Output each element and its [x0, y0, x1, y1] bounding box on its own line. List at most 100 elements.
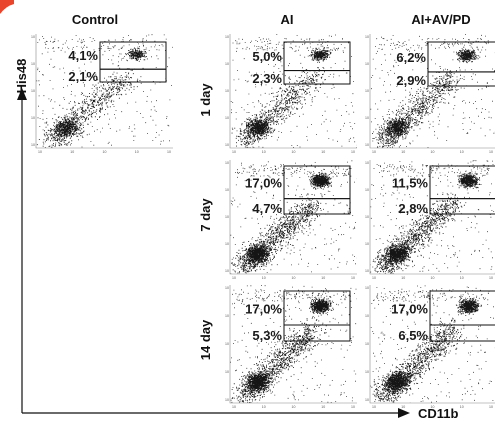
upper-gate-percentage: 17,0% [245, 302, 282, 317]
y-tick-label: 10 [365, 242, 369, 246]
x-tick-label: 10 [262, 276, 266, 280]
y-tick-label: 10 [225, 242, 229, 246]
y-tick-label: 10 [225, 161, 229, 165]
y-tick-label: 10 [365, 370, 369, 374]
x-tick-label: 10 [460, 405, 464, 409]
y-tick-label: 10 [225, 143, 229, 147]
lower-gate-percentage: 2,9% [396, 73, 426, 88]
x-tick-label: 10 [431, 276, 435, 280]
x-tick-label: 10 [460, 150, 464, 154]
x-tick-label: 10 [232, 150, 236, 154]
y-tick-label: 10 [365, 161, 369, 165]
column-title-ai-av-pd: AI+AV/PD [411, 12, 470, 27]
y-tick-label: 10 [365, 188, 369, 192]
x-axis-label: CD11b [418, 406, 459, 421]
upper-gate-percentage: 6,2% [396, 50, 426, 65]
scatter-points [370, 160, 495, 274]
x-tick-label: 10 [232, 405, 236, 409]
upper-gate-percentage: 5,0% [252, 49, 282, 64]
y-tick-label: 10 [225, 269, 229, 273]
y-tick-label: 10 [31, 35, 35, 39]
panel-axes [369, 285, 495, 404]
y-tick-label: 10 [225, 116, 229, 120]
x-tick-label: 10 [262, 150, 266, 154]
x-tick-label: 10 [401, 150, 405, 154]
lower-gate-percentage: 2,1% [68, 69, 98, 84]
x-axis-arrow [22, 408, 410, 418]
row-label-day1: 1 day [198, 83, 213, 117]
lower-gate-percentage: 2,3% [252, 71, 282, 86]
x-tick-label: 10 [70, 150, 74, 154]
upper-gate-percentage: 17,0% [391, 302, 428, 317]
lower-gate-percentage: 6,5% [398, 328, 428, 343]
y-tick-label: 10 [365, 35, 369, 39]
y-tick-label: 10 [365, 116, 369, 120]
x-tick-label: 10 [401, 405, 405, 409]
x-tick-label: 10 [372, 405, 376, 409]
y-tick-label: 10 [225, 286, 229, 290]
upper-gate-percentage: 17,0% [245, 176, 282, 191]
y-tick-label: 10 [365, 269, 369, 273]
y-tick-label: 10 [365, 62, 369, 66]
panel-axes [35, 34, 173, 149]
corner-accent [0, 0, 14, 14]
y-tick-label: 10 [365, 314, 369, 318]
lower-gate [427, 71, 495, 87]
scatter-events [370, 160, 495, 274]
lower-gate-percentage: 4,7% [252, 201, 282, 216]
lower-gate [283, 198, 351, 215]
scatter-events [230, 160, 357, 274]
y-axis-arrow [17, 88, 27, 413]
row-label-day7: 7 day [198, 198, 213, 232]
y-tick-label: 10 [365, 143, 369, 147]
row-label-day14: 14 day [198, 319, 213, 360]
x-tick-label: 10 [372, 276, 376, 280]
x-tick-label: 10 [292, 150, 296, 154]
lower-gate-percentage: 2,8% [398, 201, 428, 216]
x-tick-label: 10 [351, 276, 355, 280]
upper-gate-percentage: 4,1% [68, 48, 98, 63]
x-tick-label: 10 [232, 276, 236, 280]
lower-gate [429, 198, 495, 215]
scatter-events [230, 285, 357, 403]
y-tick-label: 10 [225, 62, 229, 66]
y-tick-label: 10 [225, 188, 229, 192]
lower-gate [429, 324, 495, 342]
scatter-events [370, 285, 495, 403]
scatter-points [36, 34, 173, 148]
x-tick-label: 10 [292, 276, 296, 280]
y-tick-label: 10 [31, 116, 35, 120]
scatter-points [230, 160, 357, 274]
scatter-events [230, 34, 357, 148]
y-tick-label: 10 [225, 398, 229, 402]
column-title-control: Control [72, 12, 118, 27]
y-axis-label: His48 [14, 59, 29, 94]
x-tick-label: 10 [135, 150, 139, 154]
y-tick-label: 10 [31, 62, 35, 66]
y-tick-label: 10 [365, 286, 369, 290]
lower-gate [99, 68, 167, 83]
panel-axes [229, 160, 357, 275]
x-tick-label: 10 [401, 276, 405, 280]
x-tick-label: 10 [321, 405, 325, 409]
x-tick-label: 10 [321, 150, 325, 154]
scatter-points [230, 285, 357, 403]
upper-gate-percentage: 11,5% [392, 176, 429, 191]
y-tick-label: 10 [31, 89, 35, 93]
panels-layer: 101010101010101010104,1%2,1%101010101010… [31, 34, 495, 409]
x-tick-label: 10 [262, 405, 266, 409]
panel-axes [369, 160, 495, 275]
scatter-events [36, 34, 173, 148]
y-tick-label: 10 [225, 215, 229, 219]
lower-gate [283, 324, 351, 342]
x-tick-label: 10 [460, 276, 464, 280]
lower-gate [283, 70, 351, 85]
x-tick-label: 10 [351, 405, 355, 409]
x-tick-label: 10 [372, 150, 376, 154]
